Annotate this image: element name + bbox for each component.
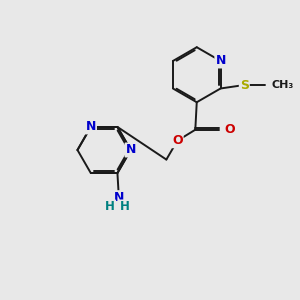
- Text: N: N: [126, 143, 136, 157]
- Text: O: O: [224, 123, 235, 136]
- Text: CH₃: CH₃: [272, 80, 294, 90]
- Text: O: O: [172, 134, 183, 147]
- Text: H: H: [105, 200, 115, 213]
- Text: N: N: [114, 191, 124, 204]
- Text: H: H: [120, 200, 130, 213]
- Text: N: N: [215, 55, 226, 68]
- Text: N: N: [85, 120, 96, 134]
- Text: S: S: [240, 79, 249, 92]
